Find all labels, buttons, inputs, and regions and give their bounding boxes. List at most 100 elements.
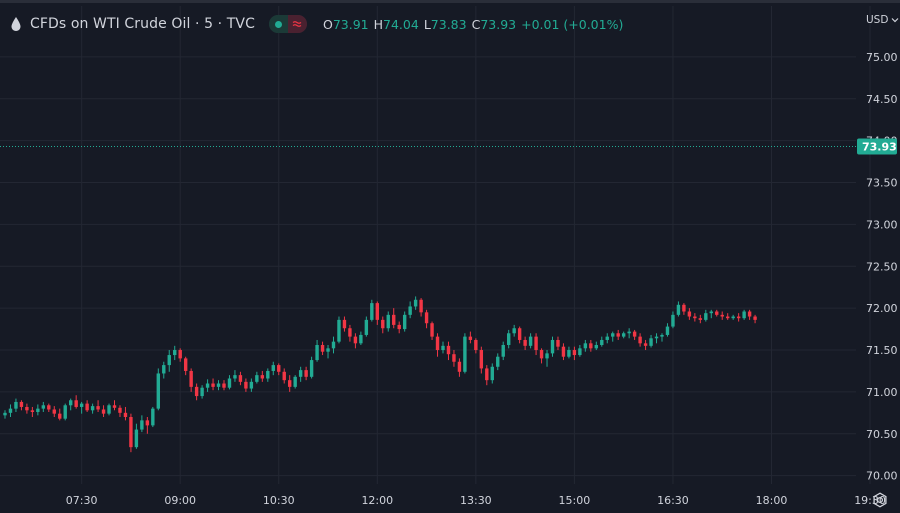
candle-body: [134, 429, 139, 448]
candle: [331, 336, 336, 354]
candle-body: [90, 406, 95, 411]
candle-body: [79, 403, 84, 407]
candle-body: [266, 370, 270, 379]
candle-body: [162, 365, 166, 374]
candle-body: [479, 350, 484, 369]
market-open-dot-icon: [274, 20, 282, 28]
candle: [90, 403, 95, 414]
candle-body: [156, 373, 160, 409]
x-tick-label: 15:00: [559, 494, 591, 507]
candle: [85, 400, 89, 412]
candle-body: [435, 336, 440, 351]
candle: [638, 333, 642, 347]
low-label: L: [423, 16, 431, 32]
candle: [183, 356, 188, 376]
delay-waves-icon: [293, 21, 302, 27]
candle: [660, 333, 664, 342]
price-axis[interactable]: 70.00 70.50 71.00 71.50 72.00 72.50 73.00 73.50…: [866, 51, 898, 483]
candle: [753, 314, 757, 324]
candle: [567, 346, 571, 359]
candle-body: [222, 383, 226, 388]
candle: [129, 413, 133, 453]
symbol-title[interactable]: CFDs on WTI Crude Oil · 5 · TVC: [30, 16, 255, 32]
candle: [79, 401, 84, 414]
candle-body: [63, 405, 67, 419]
candle: [364, 316, 369, 337]
candle-body: [463, 336, 467, 372]
candle-body: [25, 406, 29, 411]
candle: [528, 333, 533, 349]
candle-body: [392, 314, 396, 325]
candle-body: [452, 354, 456, 362]
candle-body: [244, 381, 248, 389]
candle-body: [282, 371, 286, 381]
candle-body: [205, 383, 210, 388]
candle-body: [183, 358, 188, 371]
candle: [687, 308, 692, 320]
top-border: [0, 0, 900, 3]
candle-body: [298, 370, 303, 377]
candle: [682, 303, 686, 315]
candle-body: [627, 331, 631, 334]
candle-body: [665, 326, 670, 335]
candle: [512, 324, 516, 337]
chevron-down-icon: [892, 18, 899, 23]
candle-body: [643, 343, 648, 346]
candle-body: [424, 312, 429, 324]
candle-body: [709, 311, 713, 314]
candle: [8, 404, 13, 418]
candle: [534, 333, 538, 356]
candle: [320, 341, 325, 356]
candle-body: [550, 339, 555, 354]
candle: [600, 336, 604, 347]
candle-body: [293, 376, 297, 387]
candle-body: [501, 344, 505, 357]
market-status-pill[interactable]: [268, 15, 307, 33]
candle-body: [682, 304, 686, 312]
candle: [616, 329, 620, 340]
x-tick-label: 16:30: [657, 494, 689, 507]
candle-body: [539, 350, 544, 359]
settings-gear-icon[interactable]: [872, 492, 888, 508]
candle-body: [200, 387, 204, 397]
candle: [3, 410, 7, 419]
candle-body: [611, 333, 615, 337]
candle: [408, 301, 412, 319]
candle-body: [315, 344, 319, 361]
candle-body: [271, 365, 275, 371]
candle-body: [616, 333, 620, 337]
x-tick-label: 07:30: [66, 494, 98, 507]
candle: [216, 380, 221, 391]
candle: [58, 408, 62, 421]
candle-body: [561, 346, 566, 357]
candle: [227, 375, 232, 390]
candle: [293, 375, 297, 389]
candle-body: [173, 350, 177, 356]
candle-body: [600, 339, 604, 345]
candle: [260, 370, 265, 382]
candle: [41, 401, 46, 412]
candle: [589, 339, 593, 352]
candle-body: [337, 319, 341, 342]
candle: [665, 323, 670, 337]
candle: [632, 329, 637, 340]
candle: [266, 368, 270, 382]
time-axis[interactable]: 07:30 09:00 10:30 12:00 13:30 15:00 16:30 18:00…: [66, 494, 900, 507]
y-tick-label: 73.00: [866, 218, 898, 231]
candle-body: [47, 405, 51, 410]
candle-body: [85, 403, 89, 411]
candle-body: [3, 412, 7, 416]
candle-body: [140, 420, 144, 430]
candle-body: [753, 316, 757, 320]
candle-body: [364, 319, 369, 335]
candle: [556, 336, 560, 351]
candle-body: [255, 375, 259, 382]
high-label: H: [373, 16, 384, 32]
candle-body: [52, 409, 56, 414]
candle-body: [731, 316, 735, 319]
currency-selector[interactable]: USD: [866, 14, 899, 26]
candle: [36, 404, 40, 416]
currency-label: USD: [866, 14, 889, 26]
candle: [698, 314, 703, 324]
